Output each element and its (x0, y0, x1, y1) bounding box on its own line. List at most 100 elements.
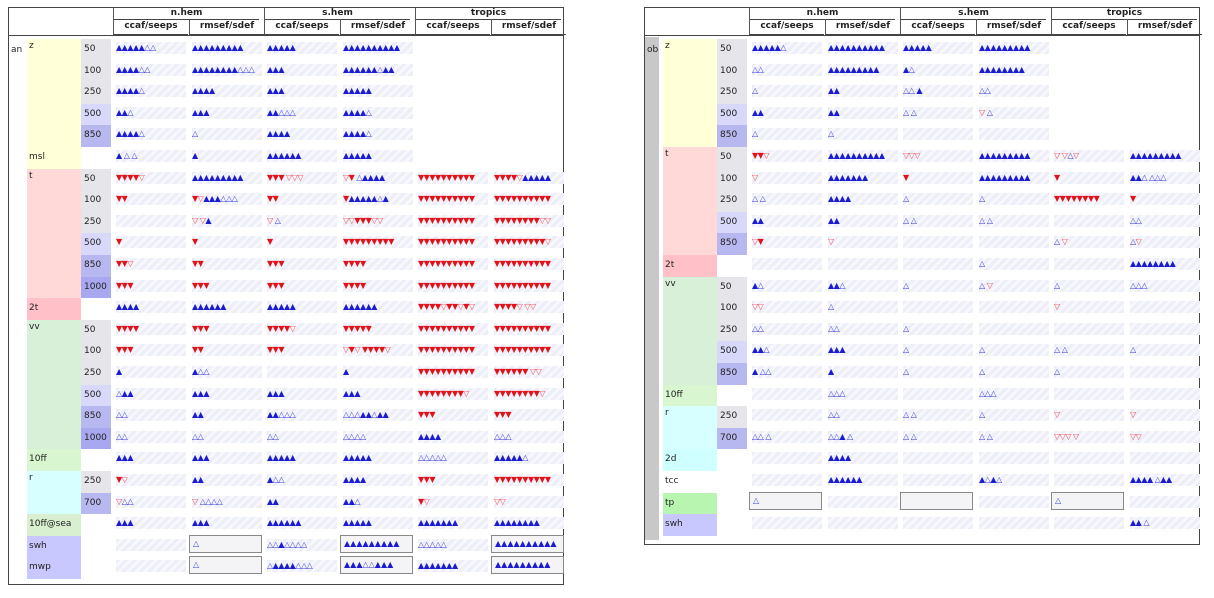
score-box[interactable]: △ (749, 491, 822, 510)
score-cell[interactable]: ▼▼▼ (418, 409, 488, 422)
score-cell[interactable] (1130, 387, 1200, 400)
score-cell[interactable]: ▽ (1054, 301, 1124, 314)
score-cell[interactable]: ▼▼▼ (192, 279, 262, 292)
score-cell[interactable]: ▲▲▲ (267, 63, 337, 76)
score-cell[interactable]: ▼▼▼▼▼▼▼▼▼▼ (418, 322, 488, 335)
score-cell[interactable]: △ △ (903, 106, 973, 119)
score-cell[interactable]: △△ ▲ (903, 85, 973, 98)
score-cell[interactable]: △△ (979, 85, 1049, 98)
score-cell[interactable]: ▼▼▼ (494, 409, 564, 422)
score-cell[interactable]: ▲▲▲▲ (116, 301, 186, 314)
score-cell[interactable]: ▲▲ (267, 495, 337, 508)
score-cell[interactable]: ▲▲▲▲ (343, 474, 413, 486)
score-cell[interactable]: ▼ (267, 236, 337, 249)
score-box[interactable]: △ (1051, 491, 1124, 510)
score-cell[interactable] (903, 517, 973, 530)
score-cell[interactable] (1054, 258, 1124, 270)
score-cell[interactable]: ▼▼▼ (418, 474, 488, 486)
score-cell[interactable]: ▼▼▼▼ (116, 322, 186, 335)
score-cell[interactable]: ▽ △ (979, 106, 1049, 119)
score-cell[interactable]: ▽▽ (494, 495, 564, 508)
score-cell[interactable]: ▼ (1130, 193, 1200, 206)
score-cell[interactable]: ▲▲▲▲▲▲▲▲▲▲ (828, 42, 898, 54)
score-cell[interactable]: ▲▲▲ (192, 517, 262, 530)
score-cell[interactable] (979, 452, 1049, 465)
score-cell[interactable]: △△△▲▲△▲▲ (343, 409, 413, 422)
score-cell[interactable]: △▲▲ (116, 387, 186, 400)
score-cell[interactable]: △△ △ (752, 430, 822, 443)
score-cell[interactable]: △△ (828, 409, 898, 422)
score-cell[interactable]: ▽△△ (116, 495, 186, 508)
score-cell[interactable]: ▲▲ △ (1130, 517, 1200, 530)
score-cell[interactable]: ▼▼▼ (267, 258, 337, 270)
score-cell[interactable]: △ (979, 409, 1049, 422)
score-cell[interactable] (903, 258, 973, 270)
score-cell[interactable]: △△△ (828, 387, 898, 400)
score-cell[interactable]: ▲△ (752, 279, 822, 292)
score-cell[interactable] (1054, 387, 1124, 400)
score-cell[interactable]: ▽ (1054, 409, 1124, 422)
score-cell[interactable]: △▽ (1130, 236, 1200, 249)
score-cell[interactable] (903, 452, 973, 465)
score-cell[interactable] (1054, 452, 1124, 465)
score-cell[interactable]: △ (979, 193, 1049, 206)
score-cell[interactable]: ▲▲ (752, 214, 822, 227)
score-cell[interactable]: ▼▼▼▼▼▼▼▼▼▼ (418, 366, 488, 378)
score-cell[interactable]: ▲▲▲▲ (828, 452, 898, 465)
score-cell[interactable]: ▲ (192, 150, 262, 162)
score-cell[interactable]: ▼▼▼▼▽ (267, 322, 337, 335)
score-cell[interactable] (903, 387, 973, 400)
score-cell[interactable]: ▽ △△△△ (192, 495, 262, 508)
score-cell[interactable]: ▲▲▲ (343, 387, 413, 400)
score-cell[interactable] (1130, 301, 1200, 314)
score-cell[interactable]: ▲▲ (192, 409, 262, 422)
score-cell[interactable]: △△ (1130, 214, 1200, 227)
score-cell[interactable]: △ (1054, 279, 1124, 292)
score-cell[interactable]: △ △ (979, 214, 1049, 227)
score-cell[interactable] (1054, 322, 1124, 335)
score-cell[interactable]: △△▲ △ (828, 430, 898, 443)
score-cell[interactable]: ▼▼▽ (752, 150, 822, 162)
score-cell[interactable]: ▼▼▼▼▼▼▼▼▼▼ (418, 344, 488, 357)
score-cell[interactable]: ▲▲▲▲ △▲▲ (1130, 474, 1200, 486)
score-cell[interactable]: ▼▼▼▼▼▼▼▼▼▼ (418, 171, 488, 184)
score-cell[interactable]: △ ▽ (979, 279, 1049, 292)
score-cell[interactable] (979, 128, 1049, 141)
score-cell[interactable]: ▼▼▼ (116, 344, 186, 357)
score-cell[interactable]: ▲▲▲▲▲▲ (267, 150, 337, 162)
score-cell[interactable] (903, 128, 973, 141)
score-cell[interactable]: △ △ (979, 430, 1049, 443)
score-cell[interactable] (116, 214, 186, 227)
score-cell[interactable]: △ (903, 322, 973, 335)
score-cell[interactable]: △ △ (903, 409, 973, 422)
score-cell[interactable] (1054, 517, 1124, 530)
score-cell[interactable]: ▽▼ (752, 236, 822, 249)
score-cell[interactable] (979, 495, 1049, 508)
score-cell[interactable]: △△△ (979, 387, 1049, 400)
score-cell[interactable]: ▼▼ (192, 344, 262, 357)
score-box[interactable]: △ (189, 534, 262, 553)
score-cell[interactable]: △△ (116, 409, 186, 422)
score-cell[interactable]: △△ (192, 430, 262, 443)
score-cell[interactable] (828, 495, 898, 508)
score-cell[interactable]: ▽▼▽ ▼▼▼▼▽ (343, 344, 413, 357)
score-cell[interactable]: ▼ (116, 236, 186, 249)
score-cell[interactable]: ▲▲▲▲▲▲▲ (418, 517, 488, 530)
score-cell[interactable]: ▲▲▲▲▲▲▲▲▲ (192, 171, 262, 184)
score-cell[interactable]: ▲▲▲▲▲▲▲▲▲ (192, 42, 262, 54)
score-cell[interactable]: ▲▲▲▲▲ (343, 452, 413, 465)
score-cell[interactable]: ▲▲▲▲ (418, 430, 488, 443)
score-cell[interactable]: △ (903, 344, 973, 357)
score-cell[interactable]: ▲▲▲▲▲▲ (192, 301, 262, 314)
score-cell[interactable]: △△ (752, 63, 822, 76)
score-cell[interactable]: ▲▲△△△ (267, 409, 337, 422)
score-cell[interactable]: ▼▼▼▼▼▼▼▼▼▼ (494, 344, 564, 357)
score-cell[interactable]: △ △ (1054, 344, 1124, 357)
score-cell[interactable]: △ △ (752, 193, 822, 206)
score-cell[interactable]: ▲▲▲▲▲▲ (267, 517, 337, 530)
score-cell[interactable]: ▲▲▲▲▲▲▲ (418, 560, 488, 573)
score-cell[interactable]: ▲▲▲▲▲ (343, 85, 413, 98)
score-cell[interactable]: ▲ (343, 366, 413, 378)
score-cell[interactable]: △ (192, 128, 262, 141)
score-cell[interactable]: ▼ (903, 171, 973, 184)
